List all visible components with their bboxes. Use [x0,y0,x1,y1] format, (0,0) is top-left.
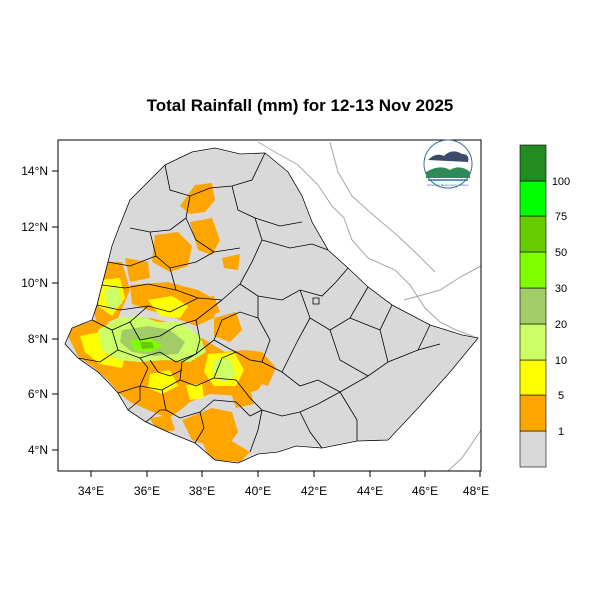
lon-label: 36°E [134,484,160,498]
colorbar-label: 30 [555,283,567,295]
lat-label: 6°N [28,387,48,401]
lon-label: 44°E [357,484,383,498]
axis-ticks [52,170,481,477]
lat-label: 4°N [28,443,48,457]
colorbar-cell [519,215,547,253]
map-title: Total Rainfall (mm) for 12-13 Nov 2025 [146,96,454,115]
longitude-labels: 34°E 36°E 38°E 40°E 42°E 44°E 46°E 48°E [78,484,489,498]
lat-label: 14°N [21,164,48,178]
lon-label: 46°E [412,484,438,498]
lon-label: 38°E [189,484,215,498]
admin-boundaries [64,147,479,464]
lon-label: 34°E [78,484,104,498]
colorbar-label: 1 [558,426,564,438]
colorbar-cell [519,430,547,468]
colorbar-label: 100 [552,176,570,188]
rainfall-shading [65,183,276,462]
colorbar-label: 10 [555,355,567,367]
lon-label: 42°E [301,484,327,498]
logo-caption: Ethiopian Meteorology Institute [427,183,469,187]
colorbar-label: 5 [558,390,564,402]
colorbar-label: 50 [555,247,567,259]
colorbar-cell [519,323,547,361]
cloud-icon [428,151,469,162]
latitude-labels: 14°N 12°N 10°N 8°N 6°N 4°N [21,164,48,457]
lon-label: 48°E [463,484,489,498]
lat-label: 12°N [21,220,48,234]
lat-label: 8°N [28,332,48,346]
colorbar-cell [519,251,547,289]
colorbar-cell [519,144,547,182]
neighbour-borders [257,141,481,471]
country-land [64,147,480,464]
colorbar-cell [519,359,547,396]
colorbar-label: 75 [555,211,567,223]
lat-label: 10°N [21,276,48,290]
lon-label: 40°E [245,484,271,498]
colorbar-cell [519,180,547,217]
colorbar: 1 5 10 20 30 50 75 100 [519,144,570,468]
colorbar-cell [519,287,547,325]
colorbar-cell [519,394,547,432]
rain-band-50-75 [140,342,154,349]
institute-logo: Ethiopian Meteorology Institute [423,139,473,189]
map-frame [57,139,482,472]
hills-icon [426,167,470,178]
colorbar-label: 20 [555,319,567,331]
